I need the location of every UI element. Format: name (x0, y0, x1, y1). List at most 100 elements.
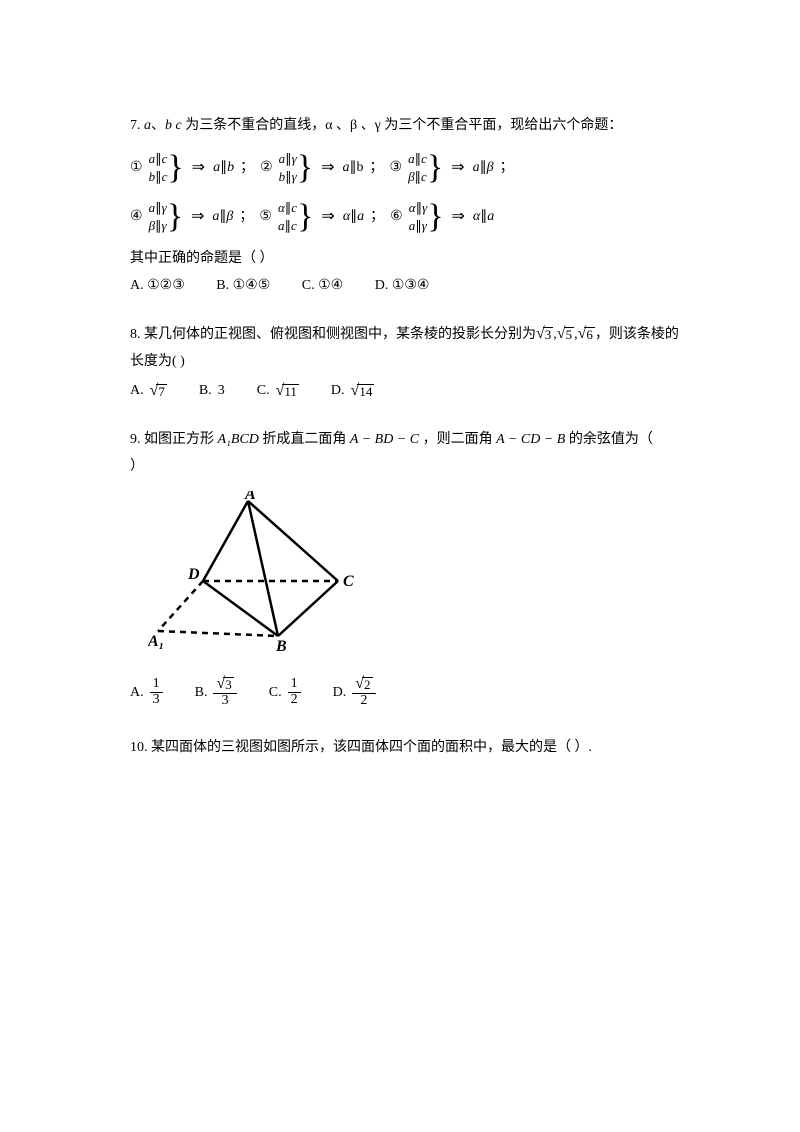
q7-i5-label: ⑤ (259, 206, 272, 227)
q7-i2-label: ② (260, 157, 273, 178)
q8-opt-d: D. √14 (331, 380, 374, 401)
t: D. (331, 380, 345, 401)
t: 2 (362, 677, 373, 692)
q9-opt-b: B. √33 (195, 676, 237, 708)
t: a (473, 160, 480, 175)
q9-opt-d: D. √22 (333, 676, 376, 708)
t: B. (195, 682, 208, 703)
q7-i1-bracket: a∥c b∥c } (149, 150, 184, 185)
sqrt-icon: √7 (150, 383, 167, 399)
t: 1 (150, 677, 163, 692)
q8-stem-line1: 8. 某几何体的正视图、俯视图和侧视图中，某条棱的投影长分别为√3,√5,√6，… (130, 324, 690, 345)
q8-stem-line2: 长度为( ) (130, 351, 690, 372)
brace-icon: } (427, 200, 443, 234)
brace-icon: } (167, 151, 183, 185)
q7-i1-label: ① (130, 157, 143, 178)
q8-opt-b: B. 3 (199, 380, 225, 401)
label-c: C (343, 573, 354, 590)
t: 14 (357, 384, 374, 399)
q7-i4-label: ④ (130, 206, 143, 227)
rel-icon: ∥ (350, 160, 357, 175)
sqrt-icon: √6 (578, 326, 595, 342)
t: 3 (218, 380, 225, 401)
question-9: 9. 如图正方形 A₁BCD 折成直二面角 A − BD − C ，则二面角 A… (130, 429, 690, 708)
label-a: A (244, 491, 256, 503)
q7-row-2: ④ a∥γ β∥γ } ⇒ a∥β ； ⑤ α∥c a∥c } ⇒ α∥ (130, 199, 690, 234)
brace-icon: } (297, 151, 313, 185)
q9-options: A. 13 B. √33 C. 12 D. √22 (130, 676, 690, 708)
t: C. (257, 380, 270, 401)
q9-stem-line1: 9. 如图正方形 A₁BCD 折成直二面角 A − BD − C ，则二面角 A… (130, 429, 690, 450)
sqrt-icon: √11 (276, 383, 299, 399)
q9-opt-c: C. 12 (269, 677, 301, 707)
q7-opt-b: B. ①④⑤ (216, 275, 270, 296)
q8-opt-a: A. √7 (130, 380, 167, 401)
t: A − BD − C (350, 432, 419, 447)
t: 5 (564, 327, 575, 342)
t: 的余弦值为（ (565, 432, 653, 447)
q9-stem-line2: ） (130, 456, 690, 477)
t: 1 (288, 677, 301, 692)
t: 折成直二面角 (259, 432, 350, 447)
q7-options: A. ①②③ B. ①④⑤ C. ①④ D. ①③④ (130, 275, 690, 296)
implies-icon: ⇒ (319, 156, 336, 180)
label-d: D (187, 566, 200, 583)
t: c (291, 218, 297, 233)
t: A. (130, 682, 144, 703)
sep: ； (370, 206, 384, 227)
q7-i3-bracket: a∥c β∥c } (408, 150, 443, 185)
sep: ； (370, 157, 384, 178)
implies-icon: ⇒ (449, 156, 466, 180)
t: B. (199, 380, 212, 401)
q7-stem: 7. a、b c 为三条不重合的直线，α 、β 、γ 为三个不重合平面，现给出六… (130, 115, 690, 136)
q10-stem: 10. 某四面体的三视图如图所示，该四面体四个面的面积中，最大的是（ ）. (130, 737, 690, 758)
q7-opt-d: D. ①③④ (375, 275, 430, 296)
t: 2 (357, 694, 370, 709)
sqrt-icon: √2 (355, 676, 372, 692)
t: a (357, 209, 364, 224)
t: 3 (150, 693, 163, 708)
t: α (278, 200, 285, 215)
sep: ； (240, 157, 254, 178)
q8-opt-c: C. √11 (257, 380, 299, 401)
t: D. (333, 682, 347, 703)
q7-i2-bracket: a∥γ b∥γ } (279, 150, 313, 185)
t: 6 (584, 327, 595, 342)
question-10: 10. 某四面体的三视图如图所示，该四面体四个面的面积中，最大的是（ ）. (130, 737, 690, 758)
sqrt-icon: √5 (557, 326, 574, 342)
sqrt-icon: √14 (351, 383, 375, 399)
t: a (487, 209, 494, 224)
t: b (227, 160, 234, 175)
q7-i3-label: ③ (390, 157, 403, 178)
label-b: B (275, 638, 287, 651)
q7-i4-bracket: a∥γ β∥γ } (149, 199, 183, 234)
brace-icon: } (427, 151, 443, 185)
t: 2 (288, 693, 301, 708)
q7-num: 7. (130, 118, 144, 133)
t: A. (130, 380, 144, 401)
t: 3 (219, 694, 232, 709)
q8-options: A. √7 B. 3 C. √11 D. √14 (130, 380, 690, 401)
t: A − CD − B (496, 432, 565, 447)
page: 7. a、b c 为三条不重合的直线，α 、β 、γ 为三个不重合平面，现给出六… (0, 0, 800, 826)
t: γ (422, 218, 427, 233)
q7-opt-a: A. ①②③ (130, 275, 185, 296)
label-a1: A₁ (148, 633, 164, 650)
t: A₁BCD (218, 432, 259, 447)
brace-icon: } (167, 200, 183, 234)
q7-i6-label: ⑥ (390, 206, 403, 227)
var-a: a (144, 118, 151, 133)
var-b: b (165, 118, 172, 133)
sqrt-icon: √3 (536, 326, 553, 342)
q7-opt-c: C. ①④ (302, 275, 343, 296)
t: β (226, 209, 233, 224)
q7-intro-b: 为三条不重合的直线，α 、β 、γ 为三个不重合平面，现给出六个命题： (182, 118, 623, 133)
q7-i6-bracket: α∥γ a∥γ } (409, 199, 444, 234)
q9-diagram: A D C B A₁ (148, 491, 690, 658)
question-8: 8. 某几何体的正视图、俯视图和侧视图中，某条棱的投影长分别为√3,√5,√6，… (130, 324, 690, 401)
q7-i5-bracket: α∥c a∥c } (278, 199, 313, 234)
sep: 、 (151, 118, 165, 133)
t: 3 (543, 327, 554, 342)
t: 8. 某几何体的正视图、俯视图和侧视图中，某条棱的投影长分别为 (130, 327, 536, 342)
t: 3 (223, 677, 234, 692)
